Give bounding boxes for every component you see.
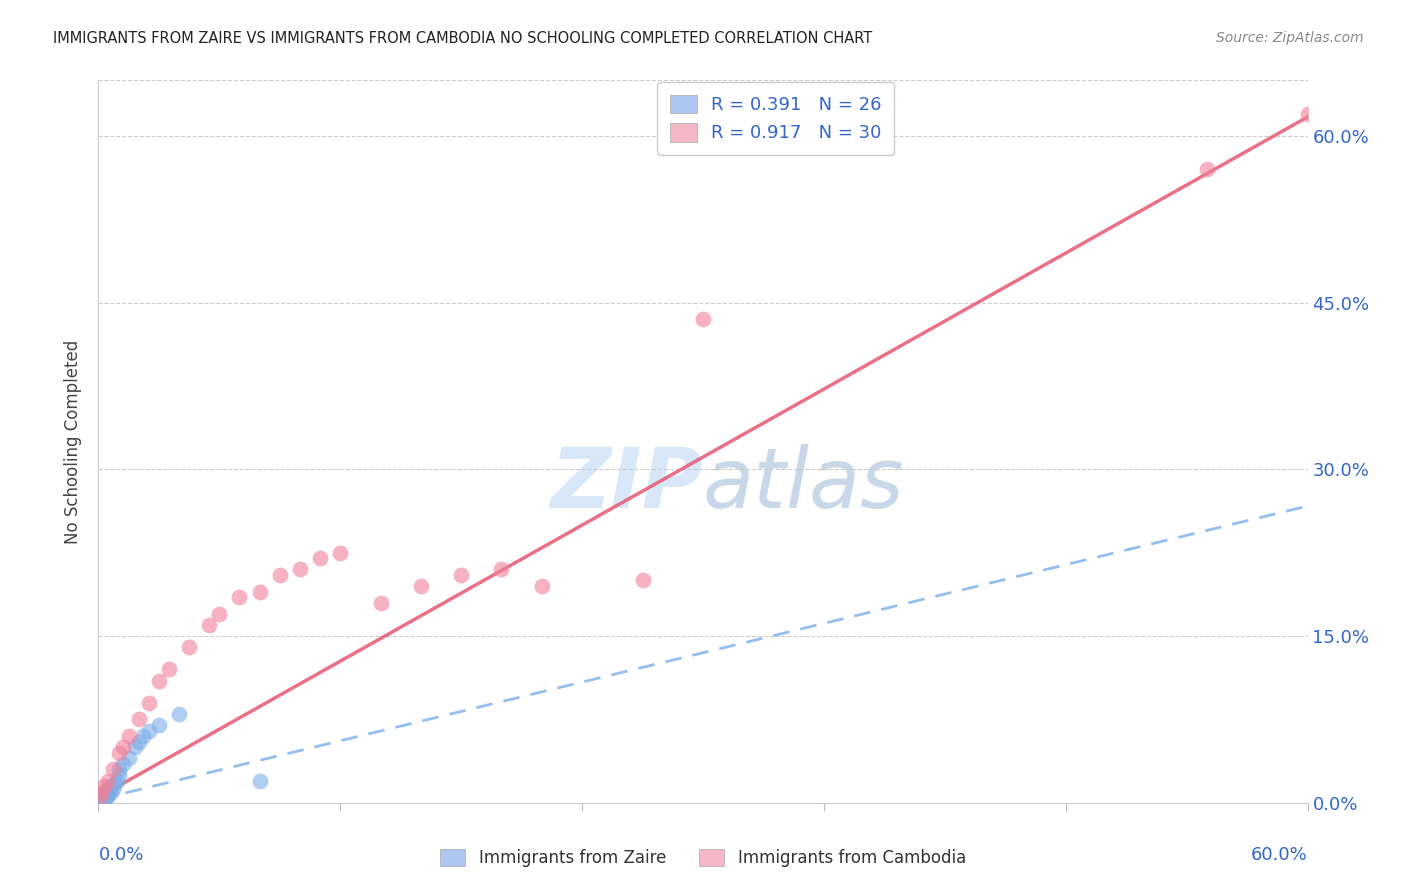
Point	[93, 779, 115, 793]
Point	[132, 729, 155, 743]
Point	[249, 773, 271, 788]
Point	[96, 785, 118, 799]
Point	[491, 562, 513, 576]
Point	[100, 779, 122, 793]
Point	[103, 776, 125, 790]
Point	[107, 746, 129, 760]
Point	[91, 785, 114, 799]
Text: Source: ZipAtlas.com: Source: ZipAtlas.com	[1216, 31, 1364, 45]
Point	[138, 723, 160, 738]
Point	[105, 773, 128, 788]
Point	[111, 756, 134, 771]
Point	[288, 562, 311, 576]
Point	[138, 696, 160, 710]
Point	[409, 579, 432, 593]
Point	[93, 791, 115, 805]
Point	[89, 794, 111, 808]
Point	[96, 790, 118, 805]
Text: ZIP: ZIP	[550, 444, 703, 525]
Point	[530, 579, 553, 593]
Point	[107, 763, 129, 777]
Point	[93, 787, 115, 801]
Point	[124, 740, 146, 755]
Point	[1195, 162, 1218, 177]
Point	[692, 312, 714, 326]
Point	[101, 782, 124, 797]
Point	[309, 551, 332, 566]
Point	[107, 768, 129, 782]
Point	[329, 546, 352, 560]
Point	[179, 640, 201, 655]
Point	[111, 740, 134, 755]
Point	[128, 734, 150, 748]
Point	[97, 773, 120, 788]
Point	[100, 785, 122, 799]
Point	[167, 706, 190, 721]
Point	[198, 618, 221, 632]
Point	[208, 607, 231, 621]
Point	[228, 590, 250, 604]
Text: atlas: atlas	[703, 444, 904, 525]
Point	[97, 789, 120, 804]
Point	[91, 790, 114, 805]
Text: 0.0%: 0.0%	[98, 847, 143, 864]
Point	[157, 662, 180, 676]
Point	[91, 792, 114, 806]
Y-axis label: No Schooling Completed: No Schooling Completed	[65, 340, 83, 543]
Text: 60.0%: 60.0%	[1251, 847, 1308, 864]
Legend: Immigrants from Zaire, Immigrants from Cambodia: Immigrants from Zaire, Immigrants from C…	[433, 842, 973, 874]
Point	[128, 713, 150, 727]
Point	[97, 782, 120, 797]
Point	[450, 568, 472, 582]
Point	[269, 568, 291, 582]
Point	[1296, 106, 1319, 120]
Text: IMMIGRANTS FROM ZAIRE VS IMMIGRANTS FROM CAMBODIA NO SCHOOLING COMPLETED CORRELA: IMMIGRANTS FROM ZAIRE VS IMMIGRANTS FROM…	[53, 31, 873, 46]
Point	[97, 787, 120, 801]
Point	[148, 673, 170, 688]
Point	[631, 574, 654, 588]
Point	[118, 729, 141, 743]
Point	[370, 596, 392, 610]
Point	[101, 763, 124, 777]
Point	[89, 790, 111, 805]
Point	[148, 718, 170, 732]
Point	[118, 751, 141, 765]
Point	[249, 584, 271, 599]
